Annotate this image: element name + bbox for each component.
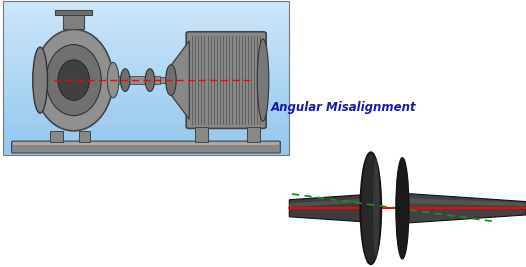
FancyBboxPatch shape: [3, 78, 289, 83]
FancyBboxPatch shape: [3, 47, 289, 53]
Ellipse shape: [166, 65, 176, 96]
Ellipse shape: [46, 45, 101, 116]
FancyBboxPatch shape: [13, 142, 279, 145]
FancyBboxPatch shape: [3, 37, 289, 42]
FancyBboxPatch shape: [3, 99, 289, 104]
FancyBboxPatch shape: [3, 88, 289, 93]
FancyBboxPatch shape: [55, 10, 92, 15]
FancyBboxPatch shape: [247, 127, 260, 142]
FancyBboxPatch shape: [3, 134, 289, 139]
FancyBboxPatch shape: [3, 119, 289, 124]
Polygon shape: [408, 198, 526, 206]
FancyBboxPatch shape: [3, 145, 289, 150]
FancyBboxPatch shape: [3, 114, 289, 119]
FancyBboxPatch shape: [3, 6, 289, 11]
FancyBboxPatch shape: [3, 63, 289, 68]
Ellipse shape: [373, 158, 379, 259]
FancyBboxPatch shape: [3, 150, 289, 155]
FancyBboxPatch shape: [3, 17, 289, 22]
FancyBboxPatch shape: [3, 124, 289, 129]
FancyBboxPatch shape: [63, 11, 84, 29]
Ellipse shape: [257, 39, 269, 121]
FancyBboxPatch shape: [3, 139, 289, 145]
FancyBboxPatch shape: [3, 58, 289, 63]
FancyBboxPatch shape: [3, 73, 289, 78]
FancyBboxPatch shape: [3, 32, 289, 37]
FancyBboxPatch shape: [3, 129, 289, 134]
Text: Angular Misalignment: Angular Misalignment: [271, 101, 417, 114]
FancyBboxPatch shape: [195, 127, 208, 142]
Ellipse shape: [107, 62, 119, 98]
Ellipse shape: [396, 158, 409, 259]
FancyBboxPatch shape: [3, 27, 289, 32]
Ellipse shape: [120, 69, 130, 91]
FancyBboxPatch shape: [3, 68, 289, 73]
FancyBboxPatch shape: [3, 1, 289, 6]
Ellipse shape: [33, 47, 47, 113]
FancyBboxPatch shape: [79, 131, 90, 142]
FancyBboxPatch shape: [3, 53, 289, 58]
FancyBboxPatch shape: [160, 77, 171, 83]
Ellipse shape: [34, 29, 113, 131]
FancyBboxPatch shape: [3, 42, 289, 47]
Ellipse shape: [360, 152, 381, 264]
FancyBboxPatch shape: [116, 76, 160, 84]
Polygon shape: [171, 41, 189, 119]
FancyBboxPatch shape: [3, 22, 289, 27]
Ellipse shape: [58, 60, 89, 100]
FancyBboxPatch shape: [12, 141, 280, 153]
FancyBboxPatch shape: [3, 93, 289, 99]
FancyBboxPatch shape: [3, 83, 289, 88]
FancyBboxPatch shape: [3, 11, 289, 17]
Polygon shape: [408, 194, 526, 223]
Polygon shape: [289, 195, 360, 222]
Polygon shape: [289, 199, 360, 207]
Ellipse shape: [145, 69, 155, 91]
FancyBboxPatch shape: [50, 131, 63, 142]
FancyBboxPatch shape: [3, 109, 289, 114]
FancyBboxPatch shape: [186, 32, 266, 128]
FancyBboxPatch shape: [3, 104, 289, 109]
